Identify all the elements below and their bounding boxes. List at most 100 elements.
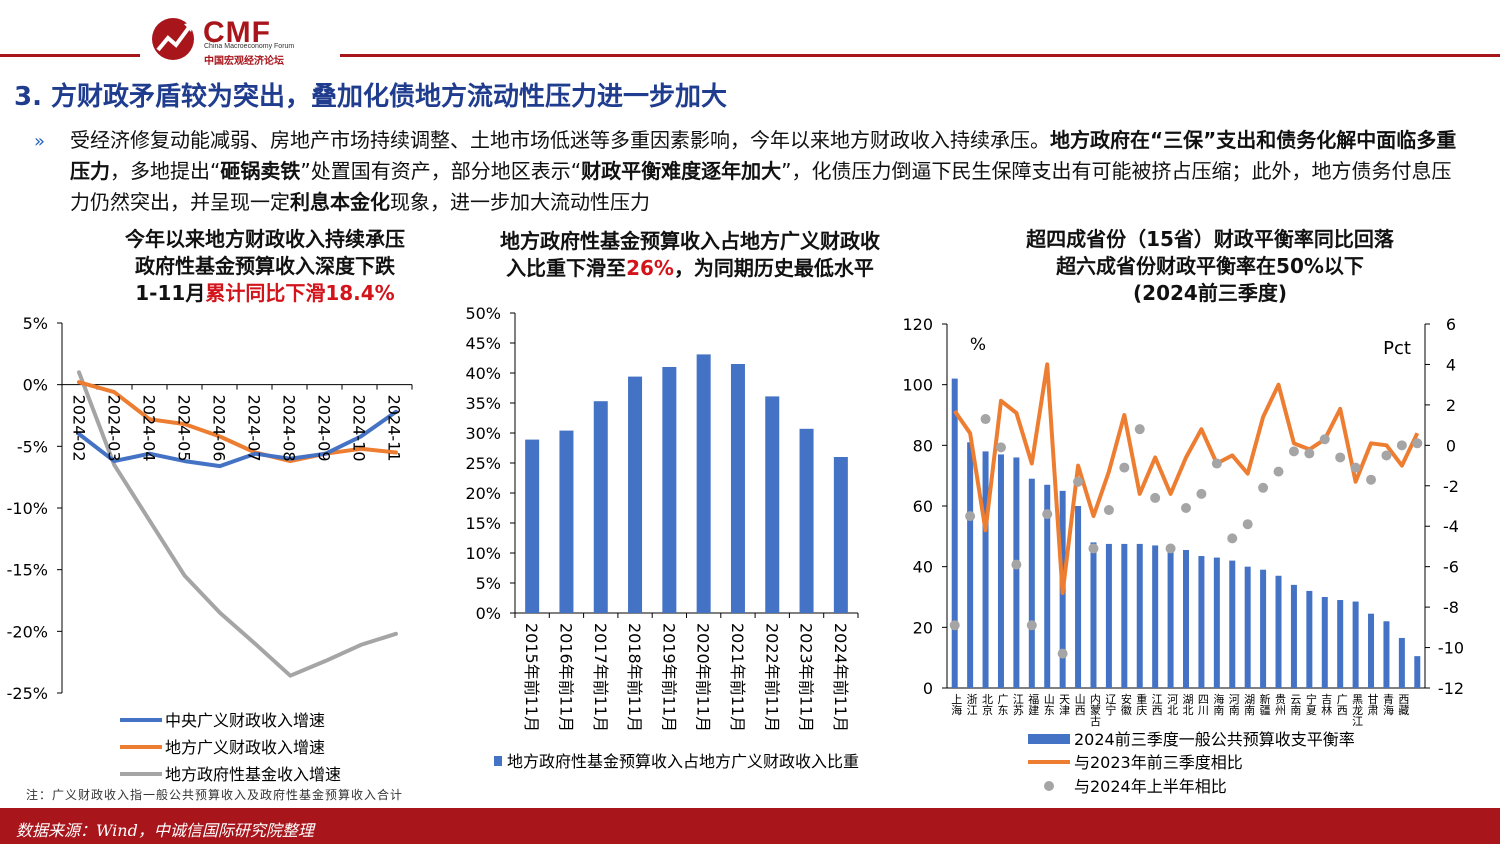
chart3-title-line3: (2024前三季度) <box>1133 281 1287 305</box>
chart2-title-line1: 地方政府性基金预算收入占地方广义财政收 <box>500 229 880 253</box>
chart3-x-tick-label: 山东 <box>1044 693 1055 717</box>
chart2-bar <box>730 364 745 613</box>
chart3-right-tick-label: -2 <box>1443 477 1459 496</box>
chart1-y-tick-label: -20% <box>7 622 48 641</box>
chart3-right-tick-label: -6 <box>1443 558 1459 577</box>
chart2-y-tick-label: 10% <box>465 544 501 563</box>
chart3-x-tick-label: 北京 <box>982 693 993 717</box>
chart1-y-tick-label: 5% <box>23 314 48 333</box>
chart2-y-tick-label: 25% <box>465 454 501 473</box>
chart3-bar <box>1167 546 1174 688</box>
body-segment: 地方政府在“三保”支出和债务化解中面临多重压力 <box>70 128 1457 183</box>
chart2-y-tick-label: 30% <box>465 424 501 443</box>
chart3-bar <box>967 442 974 688</box>
chart3-scatter-point <box>1103 505 1114 516</box>
chart3-scatter-point <box>1211 458 1222 469</box>
chart3-bar <box>1152 545 1159 688</box>
logo-text: CMF <box>203 16 271 49</box>
chart2-x-tick-label: 2018年前11月 <box>625 623 644 732</box>
chart1-title-line1: 今年以来地方财政收入持续承压 <box>125 227 405 251</box>
chart3-scatter-point <box>965 511 976 522</box>
chart2-y-tick-label: 45% <box>465 334 501 353</box>
chart3-left-tick-label: 100 <box>902 376 933 395</box>
chart3-x-tick-label: 广西 <box>1337 693 1348 717</box>
chart3-x-tick-label: 青海 <box>1383 693 1394 717</box>
chart3-right-tick-label: -12 <box>1438 679 1464 698</box>
chart2-bar <box>696 354 711 613</box>
chart3-bar <box>997 454 1004 688</box>
chart2-bar <box>559 430 574 613</box>
chart3-bar <box>1275 575 1282 688</box>
cmf-logo: CMF China Macroeconomy Forum 中国宏观经济论坛 <box>148 14 338 67</box>
chart3-bar <box>1136 543 1143 688</box>
body-segment: ”处置国有资产，部分地区表示“ <box>300 159 582 183</box>
chart3-bar <box>1398 637 1405 688</box>
chart3-scatter-point <box>1073 476 1084 487</box>
chart2-bar-chart: 0% 5% 10% 15% 20% 25% 30% 35% 40% 45% 50% 2015年前11月… <box>465 304 859 771</box>
chart1-legend-label: 地方政府性基金收入增速 <box>165 765 341 784</box>
chart3-x-tick-label: 云南 <box>1290 693 1301 717</box>
chart2-x-tick-label: 2016年前11月 <box>556 623 575 732</box>
chart3-bar <box>951 378 958 688</box>
chart2-x-tick-label: 2017年前11月 <box>591 623 610 732</box>
chart3-scatter-point <box>995 442 1006 453</box>
chart3-x-tick-label: 湖南 <box>1244 693 1255 717</box>
chart3-scatter-point <box>949 620 960 631</box>
chart2-bar <box>662 367 677 613</box>
chart3-scatter-point <box>1335 452 1346 463</box>
chart3-x-tick-label: 安徽 <box>1121 692 1132 717</box>
chart1-x-tick-label: 2024-10 <box>350 395 369 462</box>
header-rule-left <box>0 54 140 57</box>
chart3-x-tick-label: 河北 <box>1167 693 1178 717</box>
chart3-scatter-point <box>1412 438 1423 449</box>
chart3-x-tick-label: 福建 <box>1028 692 1039 717</box>
chart3-legend-label: 与2024年上半年相比 <box>1074 777 1227 796</box>
chart1-x-tick-label: 2024-11 <box>385 395 404 462</box>
chart3-bar <box>1105 543 1112 688</box>
chart3-x-tick-label: 浙江 <box>967 693 978 717</box>
chart3-title-line1: 超四成省份（15省）财政平衡率同比回落 <box>1026 227 1394 251</box>
chart1-legend-label: 地方广义财政收入增速 <box>165 738 325 757</box>
chart3-scatter-point <box>1319 434 1330 445</box>
chart3-right-tick-label: 0 <box>1446 436 1456 455</box>
chart3-bar <box>1028 478 1035 688</box>
chart2-bar <box>765 396 780 613</box>
chart3-scatter-point <box>1381 450 1392 461</box>
chart3-bar <box>1337 600 1344 688</box>
chart3-scatter-point <box>980 414 991 425</box>
chart1-y-tick-label: -5% <box>17 437 48 456</box>
chart3-scatter-point <box>1304 448 1315 459</box>
chart2-title-line2: 入比重下滑至26%，为同期历史最低水平 <box>506 256 874 280</box>
chart3-combo-chart: 0 20 40 60 80 100 120 -12 -10 -8 -6 -4 -2 0 2 4 6% Pct 上海浙… <box>902 315 1464 796</box>
chart3-bar <box>1183 549 1189 688</box>
chart3-scatter-point <box>1396 440 1407 451</box>
chart3-x-tick-label: 新疆 <box>1260 692 1271 717</box>
chart3-title: 超四成省份（15省）财政平衡率同比回落 超六成省份财政平衡率在50%以下 (20… <box>960 226 1460 307</box>
chart3-bar <box>1290 584 1297 688</box>
chart2-title: 地方政府性基金预算收入占地方广义财政收 入比重下滑至26%，为同期历史最低水平 <box>460 228 920 282</box>
body-paragraph: 受经济修复动能减弱、房地产市场持续调整、土地市场低迷等多重因素影响，今年以来地方… <box>70 125 1460 218</box>
data-source: 数据来源：Wind，中诚信国际研究院整理 <box>16 821 314 840</box>
chart3-bar <box>1198 556 1205 688</box>
chart3-scatter-point <box>1258 482 1269 493</box>
chart2-x-tick-label: 2021年前11月 <box>728 623 747 732</box>
chart3-scatter-point <box>1227 533 1238 544</box>
chart3-x-tick-label: 四川 <box>1198 693 1209 717</box>
chart3-left-tick-label: 20 <box>913 618 933 637</box>
chart3-x-tick-label: 广东 <box>997 693 1008 717</box>
chart2-bar <box>628 376 643 613</box>
chart3-scatter-point <box>1042 509 1053 520</box>
chart1-title-line3: 1-11月累计同比下滑18.4% <box>135 281 395 305</box>
chart3-bar <box>1229 560 1236 688</box>
body-segment: 利息本金化 <box>290 190 390 214</box>
chart3-scatter-point <box>1088 543 1099 554</box>
chart3-scatter-point <box>1165 543 1176 554</box>
chart2-bar <box>799 428 814 613</box>
chart3-bar <box>1044 484 1051 688</box>
chart2-x-tick-label: 2015年前11月 <box>522 623 541 732</box>
chart3-scatter-point <box>1150 492 1161 503</box>
chart3-x-tick-label: 甘肃 <box>1368 693 1379 717</box>
chart2-x-tick-label: 2020年前11月 <box>694 623 713 732</box>
chart1-x-tick-label: 2024-07 <box>245 395 264 462</box>
chart3-right-tick-label: -8 <box>1443 598 1459 617</box>
